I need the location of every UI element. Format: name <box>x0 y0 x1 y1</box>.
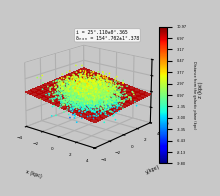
Text: i = 25°.110±0°.365
δₙₒₙ = 154°.702±1°.378: i = 25°.110±0°.365 δₙₒₙ = 154°.702±1°.37… <box>76 30 139 41</box>
Y-axis label: Distance from the galactic plane (kpc): Distance from the galactic plane (kpc) <box>192 61 196 129</box>
X-axis label: x (kpc): x (kpc) <box>25 169 43 179</box>
Y-axis label: y(kpc): y(kpc) <box>145 164 161 175</box>
